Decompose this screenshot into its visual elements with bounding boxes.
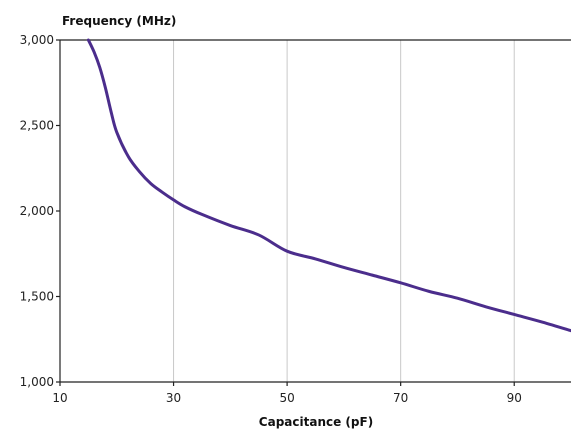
y-tick-label-2,000: 2,000 xyxy=(20,204,54,218)
y-tick-label-3,000: 3,000 xyxy=(20,33,54,47)
grid-lines xyxy=(60,39,571,382)
x-axis: 10 30 50 70 90 xyxy=(52,381,571,405)
series-layer xyxy=(86,38,571,333)
y-axis-title: Frequency (MHz) xyxy=(62,14,176,28)
x-tick-label-70: 70 xyxy=(393,391,408,405)
y-tick-label-1,500: 1,500 xyxy=(20,290,54,304)
y-tick-label-1,000: 1,000 xyxy=(20,375,54,389)
x-tick-label-50: 50 xyxy=(279,391,294,405)
x-tick-label-90: 90 xyxy=(507,391,522,405)
x-tick-label-30: 30 xyxy=(166,391,181,405)
y-axis: 1,000 1,500 2,000 2,500 3,000 xyxy=(20,33,61,389)
x-axis-title: Capacitance (pF) xyxy=(259,415,373,429)
series-line-0 xyxy=(86,38,571,333)
y-tick-label-2,500: 2,500 xyxy=(20,119,54,133)
x-tick-label-10: 10 xyxy=(52,391,67,405)
